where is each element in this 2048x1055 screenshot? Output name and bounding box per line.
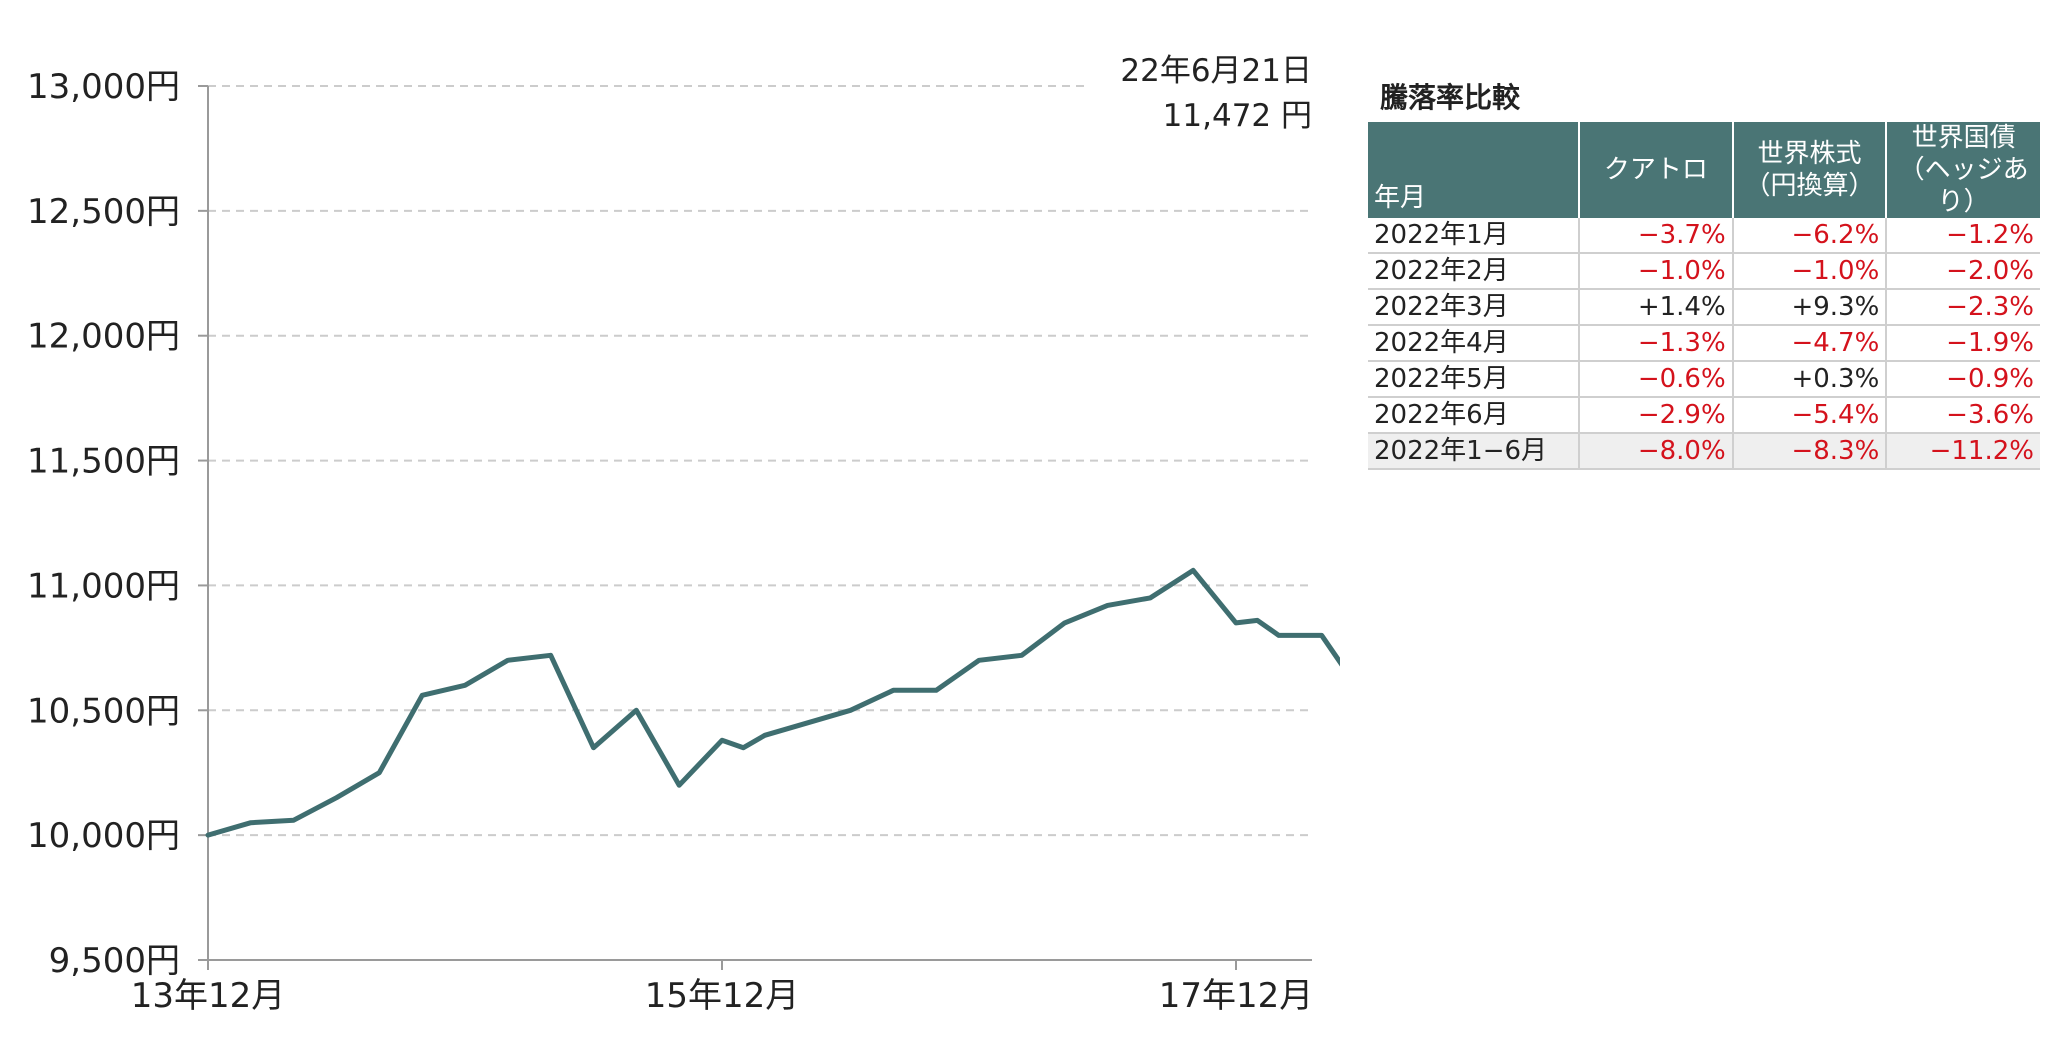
y-tick-label: 11,000円 (27, 566, 180, 606)
table-row: 2022年4月 −1.3% −4.7% −1.9% (1368, 325, 2040, 362)
axes (207, 86, 1312, 961)
header-col3: 世界国債 （ヘッジあり） (1886, 122, 2040, 218)
cell-value: −5.4% (1732, 397, 1888, 434)
cell-value: −8.0% (1579, 433, 1734, 470)
grid-lines (208, 85, 1312, 837)
cell-value: −1.2% (1886, 218, 2040, 254)
table-row: 2022年3月 +1.4% +9.3% −2.3% (1368, 289, 2040, 326)
table-row: 2022年2月 −1.0% −1.0% −2.0% (1368, 253, 2040, 290)
series-group (205, 567, 1340, 838)
x-tick-label: 15年12月 (645, 976, 800, 1016)
header-col2-line1: 世界株式 (1757, 139, 1862, 169)
x-axis-ticks: 13年12月15年12月17年12月19年12月21年12月 (131, 960, 1314, 1016)
header-col3-line1: 世界国債 (1911, 123, 2016, 153)
x-tick-label: 17年12月 (1159, 976, 1314, 1016)
cell-value: −11.2% (1886, 433, 2040, 470)
cell-year-month: 2022年1−6月 (1368, 433, 1580, 470)
table-title: 騰落率比較 (1380, 81, 1521, 114)
header-col1: クアトロ (1579, 122, 1734, 218)
line-chart: 9,500円 10,000円 10,500円 11,000円 11,500円 12,000… (27, 53, 1340, 1016)
header-col2-line2: （円換算） (1744, 171, 1875, 201)
y-tick-label: 12,000円 (27, 317, 180, 357)
header-year: 年月 (1368, 122, 1580, 218)
y-tick-label: 9,500円 (49, 941, 180, 981)
annotation-value: 11,472 円 (1163, 98, 1312, 134)
cell-year-month: 2022年4月 (1368, 325, 1580, 362)
y-tick-label: 13,000円 (27, 67, 180, 107)
cell-value: +0.3% (1732, 361, 1888, 398)
y-tick-label: 10,500円 (27, 691, 180, 731)
table-row: 2022年5月 −0.6% +0.3% −0.9% (1368, 361, 2040, 398)
cell-value: +1.4% (1579, 289, 1734, 326)
header-col3-line2: （ヘッジあり） (1898, 155, 2029, 217)
cell-value: −2.9% (1579, 397, 1734, 434)
cell-value: −1.9% (1886, 325, 2040, 362)
cell-year-month: 2022年5月 (1368, 361, 1580, 398)
y-tick-label: 11,500円 (27, 442, 180, 482)
cell-value: +9.3% (1732, 289, 1888, 326)
table-row: 2022年1−6月 −8.0% −8.3% −11.2% (1368, 433, 2040, 470)
cell-value: −8.3% (1732, 433, 1888, 470)
x-tick-label: 13年12月 (131, 976, 286, 1016)
series-line (205, 567, 1340, 838)
cell-value: −2.3% (1886, 289, 2040, 326)
cell-value: −0.9% (1886, 361, 2040, 398)
annotation-date: 22年6月21日 (1120, 53, 1312, 89)
table-row: 2022年6月 −2.9% −5.4% −3.6% (1368, 397, 2040, 434)
y-tick-label: 12,500円 (27, 192, 180, 232)
cell-value: −6.2% (1732, 218, 1888, 254)
table-header-row: 年月 クアトロ 世界株式 （円換算） 世界国債 （ヘッジあり） (1368, 122, 2040, 218)
cell-value: −2.0% (1886, 253, 2040, 290)
comparison-table-panel: 騰落率比較 年月 クアトロ 世界株式 （円換算） 世界国債 （ヘッジあり） 20… (1368, 80, 2040, 470)
cell-year-month: 2022年2月 (1368, 253, 1580, 290)
cell-year-month: 2022年3月 (1368, 289, 1580, 326)
y-tick-label: 10,000円 (27, 816, 180, 856)
cell-value: −1.0% (1732, 253, 1888, 290)
header-col2: 世界株式 （円換算） (1732, 122, 1888, 218)
comparison-table: 年月 クアトロ 世界株式 （円換算） 世界国債 （ヘッジあり） 2022年1月 −… (1368, 122, 2040, 470)
table-row: 2022年1月 −3.7% −6.2% −1.2% (1368, 218, 2040, 254)
chart-canvas: 9,500円 10,000円 10,500円 11,000円 11,500円 12,000… (27, 53, 1340, 1016)
cell-value: −4.7% (1732, 325, 1888, 362)
cell-year-month: 2022年6月 (1368, 397, 1580, 434)
cell-value: −3.6% (1886, 397, 2040, 434)
cell-value: −1.3% (1579, 325, 1734, 362)
table-body: 2022年1月 −3.7% −6.2% −1.2% 2022年2月 −1.0% −1.0% −… (1368, 218, 2040, 470)
cell-value: −1.0% (1579, 253, 1734, 290)
y-axis-ticks: 9,500円 10,000円 10,500円 11,000円 11,500円 12,000… (27, 67, 208, 981)
cell-value: −0.6% (1579, 361, 1734, 398)
cell-value: −3.7% (1579, 218, 1734, 254)
cell-year-month: 2022年1月 (1368, 218, 1580, 254)
